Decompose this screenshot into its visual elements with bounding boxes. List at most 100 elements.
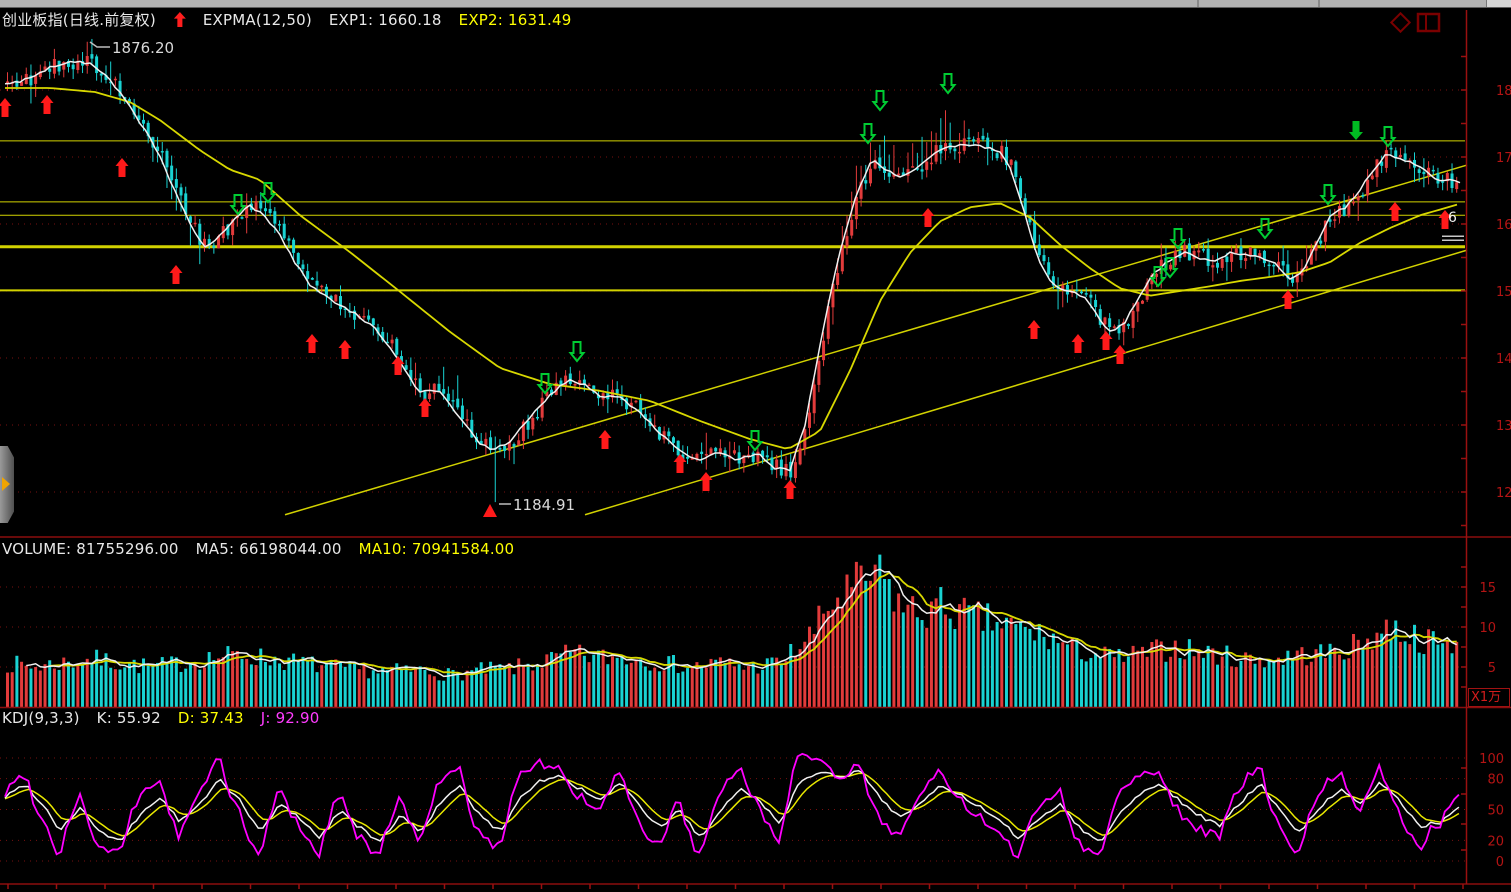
volume-bar xyxy=(217,658,221,707)
sell-signal-arrow xyxy=(939,73,957,95)
volume-bar xyxy=(1089,657,1093,707)
volume-bar xyxy=(414,668,418,707)
candle-body xyxy=(840,244,844,272)
volume-bar xyxy=(611,656,615,707)
volume-bar xyxy=(245,658,249,707)
volume-bar xyxy=(1216,664,1220,707)
volume-unit-box: X1万 xyxy=(1468,688,1510,707)
volume-bar xyxy=(334,659,338,707)
volume-bar xyxy=(484,673,488,707)
candle-body xyxy=(1140,300,1144,304)
volume-bar xyxy=(376,673,380,707)
volume-bar xyxy=(479,662,483,707)
candle-body xyxy=(188,216,192,223)
volume-bar xyxy=(1126,656,1130,707)
volume-bar xyxy=(1337,654,1341,707)
volume-ma10-value: MA10: 70941584.00 xyxy=(358,540,515,558)
volume-bar xyxy=(868,580,872,707)
volume-bar xyxy=(254,665,258,707)
high-price-annotation: 1876.20 xyxy=(112,39,175,57)
volume-bar xyxy=(859,565,863,707)
candle-body xyxy=(887,172,891,177)
volume-bar xyxy=(596,650,600,707)
exp2-value: EXP2: 1631.49 xyxy=(458,11,572,29)
volume-bar xyxy=(24,665,28,707)
diamond-tool-icon[interactable] xyxy=(1389,11,1412,34)
volume-bar xyxy=(1333,647,1337,707)
candle-body xyxy=(920,169,924,172)
buy-signal-arrow xyxy=(115,158,129,177)
volume-bar xyxy=(1084,661,1088,707)
volume-bar xyxy=(1384,619,1388,707)
candle-body xyxy=(892,173,896,177)
volume-bar xyxy=(686,668,690,707)
candle-body xyxy=(653,425,657,427)
candle-body xyxy=(1145,282,1149,300)
candle-body xyxy=(737,452,741,464)
volume-bar xyxy=(714,659,718,707)
candle-body xyxy=(85,56,89,66)
volume-bar xyxy=(972,605,976,707)
volume-bar xyxy=(442,680,446,707)
volume-bar xyxy=(1244,652,1248,707)
candle-body xyxy=(29,75,33,86)
candle-body xyxy=(418,378,422,393)
volume-bar xyxy=(1220,656,1224,707)
split-window-icon[interactable] xyxy=(1416,12,1441,33)
sell-signal-arrow xyxy=(1319,184,1337,206)
candle-body xyxy=(582,379,586,386)
candle-body xyxy=(1403,153,1407,160)
candle-body xyxy=(423,391,427,401)
up-arrow-icon xyxy=(173,12,186,27)
candle-body xyxy=(1455,182,1459,190)
low-marker-triangle xyxy=(483,504,497,517)
volume-bar xyxy=(545,654,549,707)
candle-body xyxy=(967,137,971,139)
volume-bar xyxy=(535,665,539,707)
candle-body xyxy=(535,416,539,419)
volume-ma5-line xyxy=(26,568,1458,678)
candle-body xyxy=(1201,249,1205,251)
volume-bar xyxy=(1061,642,1065,707)
volume-bar xyxy=(761,669,765,707)
candle-body xyxy=(700,451,704,455)
indicator-name[interactable]: EXPMA(12,50) xyxy=(202,11,312,29)
volume-bar xyxy=(1258,659,1262,707)
left-panel-expander[interactable] xyxy=(0,446,14,523)
volume-bar xyxy=(390,666,394,707)
volume-bar xyxy=(123,667,127,707)
candle-body xyxy=(775,459,779,469)
candle-body xyxy=(667,431,671,437)
candle-body xyxy=(976,137,980,144)
volume-bar xyxy=(737,664,741,707)
current-price-tag: 6 xyxy=(1448,210,1457,226)
candle-body xyxy=(901,172,905,176)
candle-body xyxy=(1065,284,1069,295)
candle-body xyxy=(512,444,516,447)
sell-signal-arrow xyxy=(229,194,247,216)
candle-body xyxy=(573,383,577,386)
volume-bar xyxy=(498,664,502,707)
scrollbar-right-cap[interactable] xyxy=(1486,0,1511,7)
candle-body xyxy=(1131,310,1135,328)
volume-bar xyxy=(807,626,811,707)
buy-signal-arrow xyxy=(673,454,687,473)
volume-bar xyxy=(357,669,361,707)
candle-body xyxy=(751,452,755,463)
volume-bar xyxy=(160,657,164,707)
kdj-name[interactable]: KDJ(9,3,3) xyxy=(2,709,80,727)
y-axis-label-kdj: 100 xyxy=(1479,752,1504,767)
volume-bar xyxy=(653,667,657,707)
candle-body xyxy=(761,450,765,458)
candle-body xyxy=(1094,299,1098,308)
volume-bar xyxy=(840,606,844,707)
candle-body xyxy=(376,327,380,334)
candle-body xyxy=(1347,203,1351,217)
candle-body xyxy=(324,286,328,297)
volume-bar xyxy=(428,674,432,707)
candle-body xyxy=(1239,246,1243,261)
top-scrollbar[interactable] xyxy=(0,0,1511,8)
candle-body xyxy=(564,375,568,387)
candle-body xyxy=(1187,243,1191,261)
